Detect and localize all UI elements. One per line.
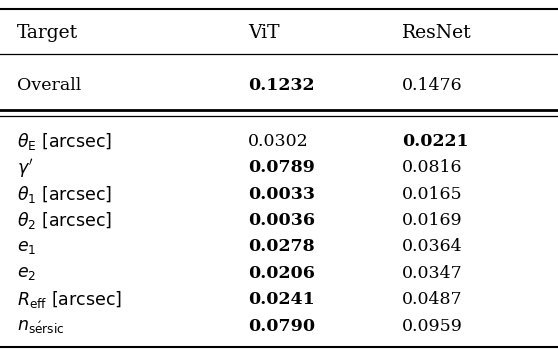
Text: 0.0959: 0.0959 [402,318,463,335]
Text: $\theta_{2}$ [arcsec]: $\theta_{2}$ [arcsec] [17,210,112,231]
Text: 0.0169: 0.0169 [402,212,463,229]
Text: 0.0816: 0.0816 [402,160,462,176]
Text: $R_{\mathrm{eff}}$ [arcsec]: $R_{\mathrm{eff}}$ [arcsec] [17,289,122,310]
Text: 0.0165: 0.0165 [402,186,463,203]
Text: 0.0487: 0.0487 [402,291,463,308]
Text: $\theta_{1}$ [arcsec]: $\theta_{1}$ [arcsec] [17,184,112,205]
Text: Target: Target [17,24,78,42]
Text: 0.1476: 0.1476 [402,77,463,94]
Text: $\theta_{\mathrm{E}}$ [arcsec]: $\theta_{\mathrm{E}}$ [arcsec] [17,131,112,152]
Text: $\gamma^{\prime}$: $\gamma^{\prime}$ [17,156,33,180]
Text: ViT: ViT [248,24,280,42]
Text: $n_{\mathrm{s\acute{e}rsic}}$: $n_{\mathrm{s\acute{e}rsic}}$ [17,317,64,335]
Text: 0.0278: 0.0278 [248,238,315,255]
Text: $e_{2}$: $e_{2}$ [17,264,36,282]
Text: 0.0036: 0.0036 [248,212,315,229]
Text: ResNet: ResNet [402,24,472,42]
Text: 0.0033: 0.0033 [248,186,315,203]
Text: 0.0364: 0.0364 [402,238,463,255]
Text: 0.0206: 0.0206 [248,265,315,281]
Text: 0.0221: 0.0221 [402,133,468,150]
Text: 0.0347: 0.0347 [402,265,463,281]
Text: 0.0789: 0.0789 [248,160,315,176]
Text: 0.0302: 0.0302 [248,133,309,150]
Text: 0.0241: 0.0241 [248,291,315,308]
Text: Overall: Overall [17,77,81,94]
Text: 0.0790: 0.0790 [248,318,315,335]
Text: $e_{1}$: $e_{1}$ [17,238,36,256]
Text: 0.1232: 0.1232 [248,77,315,94]
